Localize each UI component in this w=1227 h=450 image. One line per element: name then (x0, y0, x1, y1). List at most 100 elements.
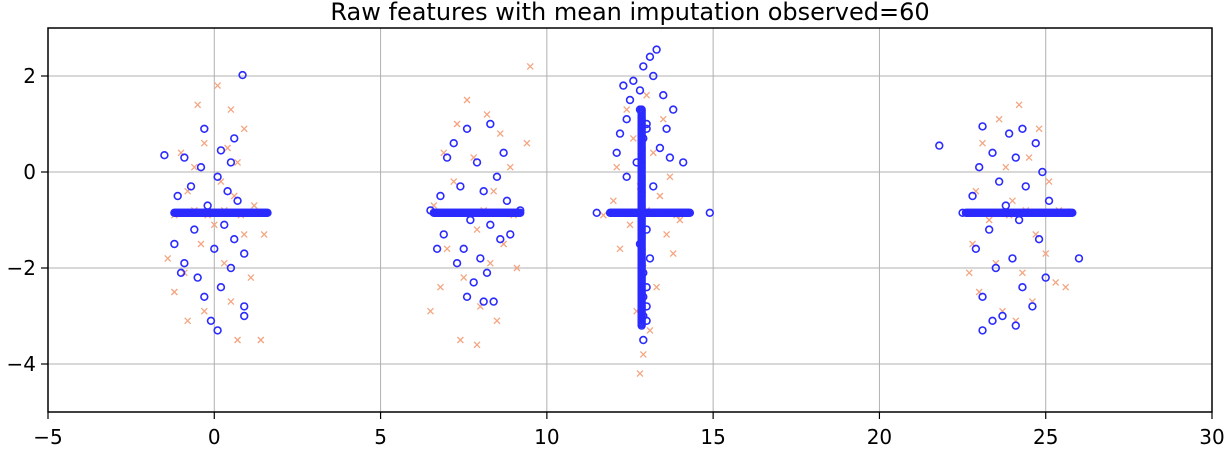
imputed-point (599, 211, 607, 219)
observed-point (592, 208, 601, 218)
observed-point (452, 259, 462, 268)
observed-point (263, 208, 272, 218)
observed-point (206, 316, 216, 325)
imputed-point (227, 298, 235, 306)
observed-point (935, 141, 944, 150)
imputed-point (1042, 250, 1050, 258)
y-tick-label: 0 (23, 160, 36, 184)
observed-point (988, 316, 997, 325)
observed-point (629, 76, 638, 86)
observed-point (240, 302, 249, 311)
observed-point (190, 225, 199, 234)
observed-point (637, 105, 646, 114)
observed-point (1044, 196, 1054, 206)
observed-point (662, 124, 671, 134)
imputed-point (646, 326, 654, 334)
imputed-point (473, 226, 481, 234)
imputed-point (190, 163, 198, 171)
observed-point (645, 52, 655, 61)
imputed-point (220, 259, 228, 267)
observed-point (230, 235, 239, 244)
observed-point (496, 235, 505, 244)
observed-point (1074, 254, 1084, 263)
observed-point (220, 220, 229, 230)
observed-point (479, 297, 488, 306)
imputed-series (164, 62, 1070, 378)
imputed-point (234, 336, 242, 344)
imputed-point (247, 274, 255, 282)
observed-series (160, 45, 1084, 345)
observed-point (1001, 201, 1011, 210)
grid (48, 28, 1212, 412)
observed-point (170, 239, 179, 249)
imputed-point (240, 230, 248, 238)
imputed-point (659, 115, 667, 123)
imputed-point (616, 245, 624, 253)
observed-point (486, 119, 495, 129)
observed-point (230, 134, 239, 143)
observed-point (669, 105, 678, 114)
imputed-point (486, 259, 494, 267)
imputed-point (1008, 197, 1016, 205)
observed-point (998, 311, 1007, 321)
observed-point (649, 71, 658, 81)
observed-point (462, 124, 472, 134)
imputed-point (649, 149, 657, 157)
observed-point (645, 254, 655, 263)
observed-point (482, 268, 492, 277)
observed-point (1008, 254, 1017, 263)
imputed-point (490, 187, 498, 195)
imputed-point (436, 283, 444, 291)
observed-point (226, 158, 236, 167)
observed-point (625, 95, 635, 105)
imputed-point (210, 221, 218, 229)
observed-point (1021, 182, 1030, 191)
observed-point (226, 263, 236, 273)
x-tick-label: 30 (1199, 425, 1224, 449)
observed-point (492, 172, 502, 182)
imputed-point (453, 120, 461, 128)
observed-point (469, 278, 478, 287)
y-tick-label: −4 (7, 352, 36, 376)
observed-point (705, 208, 715, 218)
imputed-point (523, 139, 531, 147)
imputed-point (473, 341, 481, 349)
imputed-point (1015, 101, 1023, 109)
observed-point (213, 326, 222, 335)
observed-point (200, 124, 209, 134)
observed-point (436, 191, 445, 201)
imputed-point (1045, 178, 1053, 186)
observed-point (193, 273, 202, 282)
imputed-point (506, 163, 514, 171)
observed-point (679, 158, 688, 167)
observed-point (659, 90, 668, 100)
imputed-point (240, 125, 248, 133)
observed-point (984, 225, 994, 234)
observed-point (988, 148, 997, 158)
imputed-point (456, 336, 464, 344)
observed-point (639, 335, 648, 345)
imputed-point (257, 336, 265, 344)
imputed-point (656, 192, 664, 200)
imputed-point (227, 106, 235, 114)
axis-ticks: −5 0 5 10 15 20 25 30 −4 −2 0 2 (7, 64, 1225, 449)
imputed-point (463, 96, 471, 104)
imputed-point (426, 307, 434, 315)
observed-point (1011, 321, 1020, 330)
x-tick-label: 25 (1033, 425, 1058, 449)
imputed-point (676, 216, 684, 224)
observed-point (639, 62, 648, 71)
observed-point (994, 177, 1004, 186)
observed-point (489, 297, 498, 306)
imputed-point (513, 264, 521, 272)
imputed-point (1052, 278, 1060, 286)
observed-point (1011, 153, 1020, 162)
axes-frame (47, 27, 1213, 413)
imputed-point (669, 250, 677, 258)
observed-point (479, 187, 488, 196)
imputed-point (443, 245, 451, 253)
observed-point (472, 158, 482, 167)
observed-point (622, 172, 631, 182)
imputed-point (483, 110, 491, 118)
observed-point (160, 151, 169, 160)
